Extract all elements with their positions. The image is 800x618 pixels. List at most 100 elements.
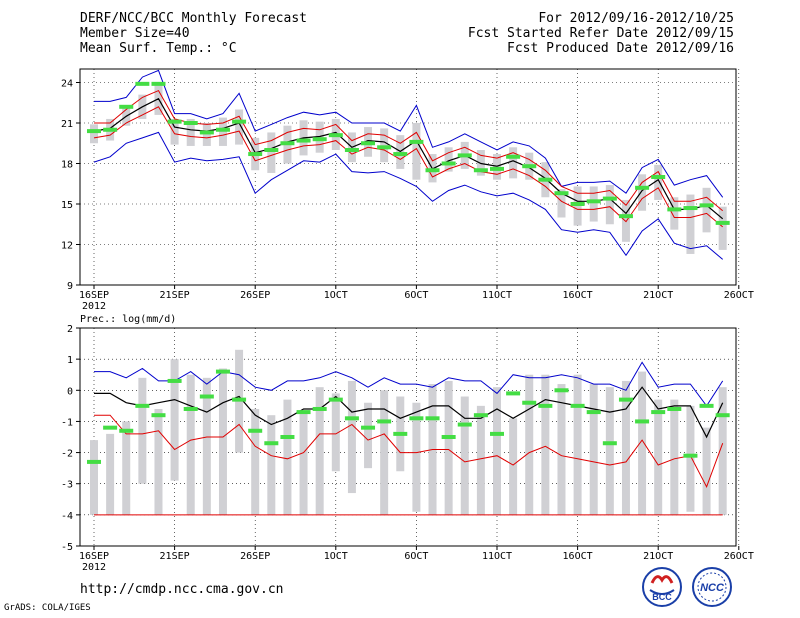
prec-spread-bar	[138, 377, 147, 484]
temp-observed-mark	[635, 185, 650, 190]
temp-observed-mark	[683, 206, 698, 211]
prec-spread-bar	[460, 396, 469, 515]
prec-observed-mark	[699, 403, 714, 408]
prec-xtick-label: 16OCT	[563, 551, 593, 562]
temp-observed-mark	[361, 141, 376, 146]
temp-observed-mark	[570, 202, 585, 206]
prec-observed-mark	[135, 403, 150, 408]
temp-observed-mark	[409, 139, 424, 144]
temp-xtick-label: 21OCT	[643, 290, 673, 301]
temp-observed-mark	[264, 148, 279, 152]
prec-xtick-label: 1OCT	[324, 551, 348, 562]
prec-spread-bar	[154, 408, 163, 515]
temp-observed-mark	[344, 148, 359, 152]
prec-spread-bar	[218, 368, 227, 515]
prec-spread-bar	[654, 399, 663, 515]
temp-spread-bar	[218, 117, 227, 146]
prec-observed-mark	[377, 419, 392, 424]
temp-observed-mark	[538, 177, 553, 182]
prec-observed-mark	[167, 378, 182, 383]
temp-observed-mark	[151, 81, 166, 86]
temp-ytick-label: 15	[61, 200, 73, 211]
prec-observed-mark	[522, 400, 537, 405]
prec-observed-mark	[586, 410, 601, 415]
prec-spread-bar	[557, 384, 566, 515]
temp-observed-mark	[699, 203, 714, 208]
prec-observed-mark	[87, 459, 101, 464]
prec-spread-bar	[638, 371, 647, 515]
temp-spread-bar	[380, 128, 389, 163]
prec-observed-mark	[119, 428, 134, 433]
temp-observed-mark	[506, 154, 521, 159]
prec-observed-mark	[248, 428, 263, 433]
prec-ytick-label: -3	[61, 480, 73, 491]
grads-credit: GrADS: COLA/IGES	[4, 603, 91, 613]
temp-observed-mark	[248, 152, 263, 157]
temp-spread-bar	[493, 154, 501, 180]
temp-observed-mark	[135, 81, 150, 86]
temp-spread-bar	[605, 185, 614, 225]
prec-spread-bar	[686, 405, 695, 512]
prec-observed-mark	[538, 403, 553, 408]
temp-spread-bar	[412, 123, 421, 180]
temp-xtick-label: 6OCT	[404, 290, 428, 301]
temp-spread-bar	[235, 109, 244, 145]
prec-ytick-label: -4	[61, 511, 73, 522]
temp-outer-lower-line	[93, 131, 724, 260]
fcst-produced-date: Fcst Produced Date 2012/09/16	[507, 41, 734, 56]
temp-observed-mark	[232, 119, 247, 124]
prec-spread-bar	[267, 415, 276, 515]
prec-spread-bar	[444, 380, 453, 515]
temp-observed-mark	[425, 168, 440, 173]
temp-observed-mark	[554, 191, 569, 196]
temp-ytick-label: 21	[61, 119, 73, 130]
prec-xtick-label: 26OCT	[724, 551, 754, 562]
prec-observed-mark	[361, 425, 376, 430]
prec-xtick-label: 11OCT	[482, 551, 512, 562]
temp-observed-mark	[183, 121, 198, 125]
prec-frame	[79, 327, 737, 547]
prec-observed-mark	[215, 369, 230, 374]
prec-observed-mark	[264, 441, 279, 446]
prec-spread-bar	[122, 421, 131, 515]
prec-spread-bar	[412, 402, 421, 512]
prec-spread-bar	[670, 399, 679, 515]
prec-xtick-label: 21OCT	[643, 551, 673, 562]
temp-spread-bar	[670, 197, 679, 230]
temp-xtick-label: 1OCT	[324, 290, 348, 301]
temp-observed-mark	[215, 127, 230, 132]
temp-observed-mark	[167, 119, 182, 124]
temp-spread-bar	[186, 118, 195, 146]
prec-spread-bar	[347, 380, 356, 494]
prec-spread-bar	[718, 387, 727, 515]
prec-observed-mark	[280, 435, 295, 439]
temp-observed-mark	[393, 152, 408, 157]
prec-observed-mark	[199, 394, 214, 399]
prec-observed-mark	[490, 431, 504, 436]
prec-observed-mark	[570, 403, 585, 408]
temp-ytick-label: 18	[61, 160, 73, 171]
footer-url[interactable]: http://cmdp.ncc.cma.gov.cn	[80, 582, 284, 597]
temp-spread-bar	[267, 132, 276, 173]
variable-label: Mean Surf. Temp.: °C	[80, 41, 237, 56]
header-left: DERF/NCC/BCC Monthly Forecast Member Size…	[80, 11, 307, 56]
temp-ytick-label: 24	[61, 79, 73, 90]
prec-observed-mark	[457, 422, 472, 427]
temp-spread-bar	[315, 121, 324, 153]
prec-spread-bar	[605, 387, 614, 515]
prec-panel-title: Prec.: log(mm/d)	[80, 314, 176, 325]
prec-spread-bar	[299, 412, 308, 515]
prec-spread-bar	[315, 387, 324, 515]
temp-spread-bar	[718, 206, 727, 250]
temp-inner-upper-line	[94, 89, 724, 212]
temp-observed-mark	[441, 161, 456, 166]
temp-ytick-label: 12	[61, 241, 73, 252]
temp-spread-bar	[170, 118, 179, 145]
temp-spread-bar	[638, 174, 647, 211]
prec-spread-bar	[186, 374, 195, 515]
temp-xtick-label: 26OCT	[724, 290, 754, 301]
prec-spread-bar	[589, 384, 598, 515]
prec-xtick-year: 2012	[82, 562, 106, 573]
